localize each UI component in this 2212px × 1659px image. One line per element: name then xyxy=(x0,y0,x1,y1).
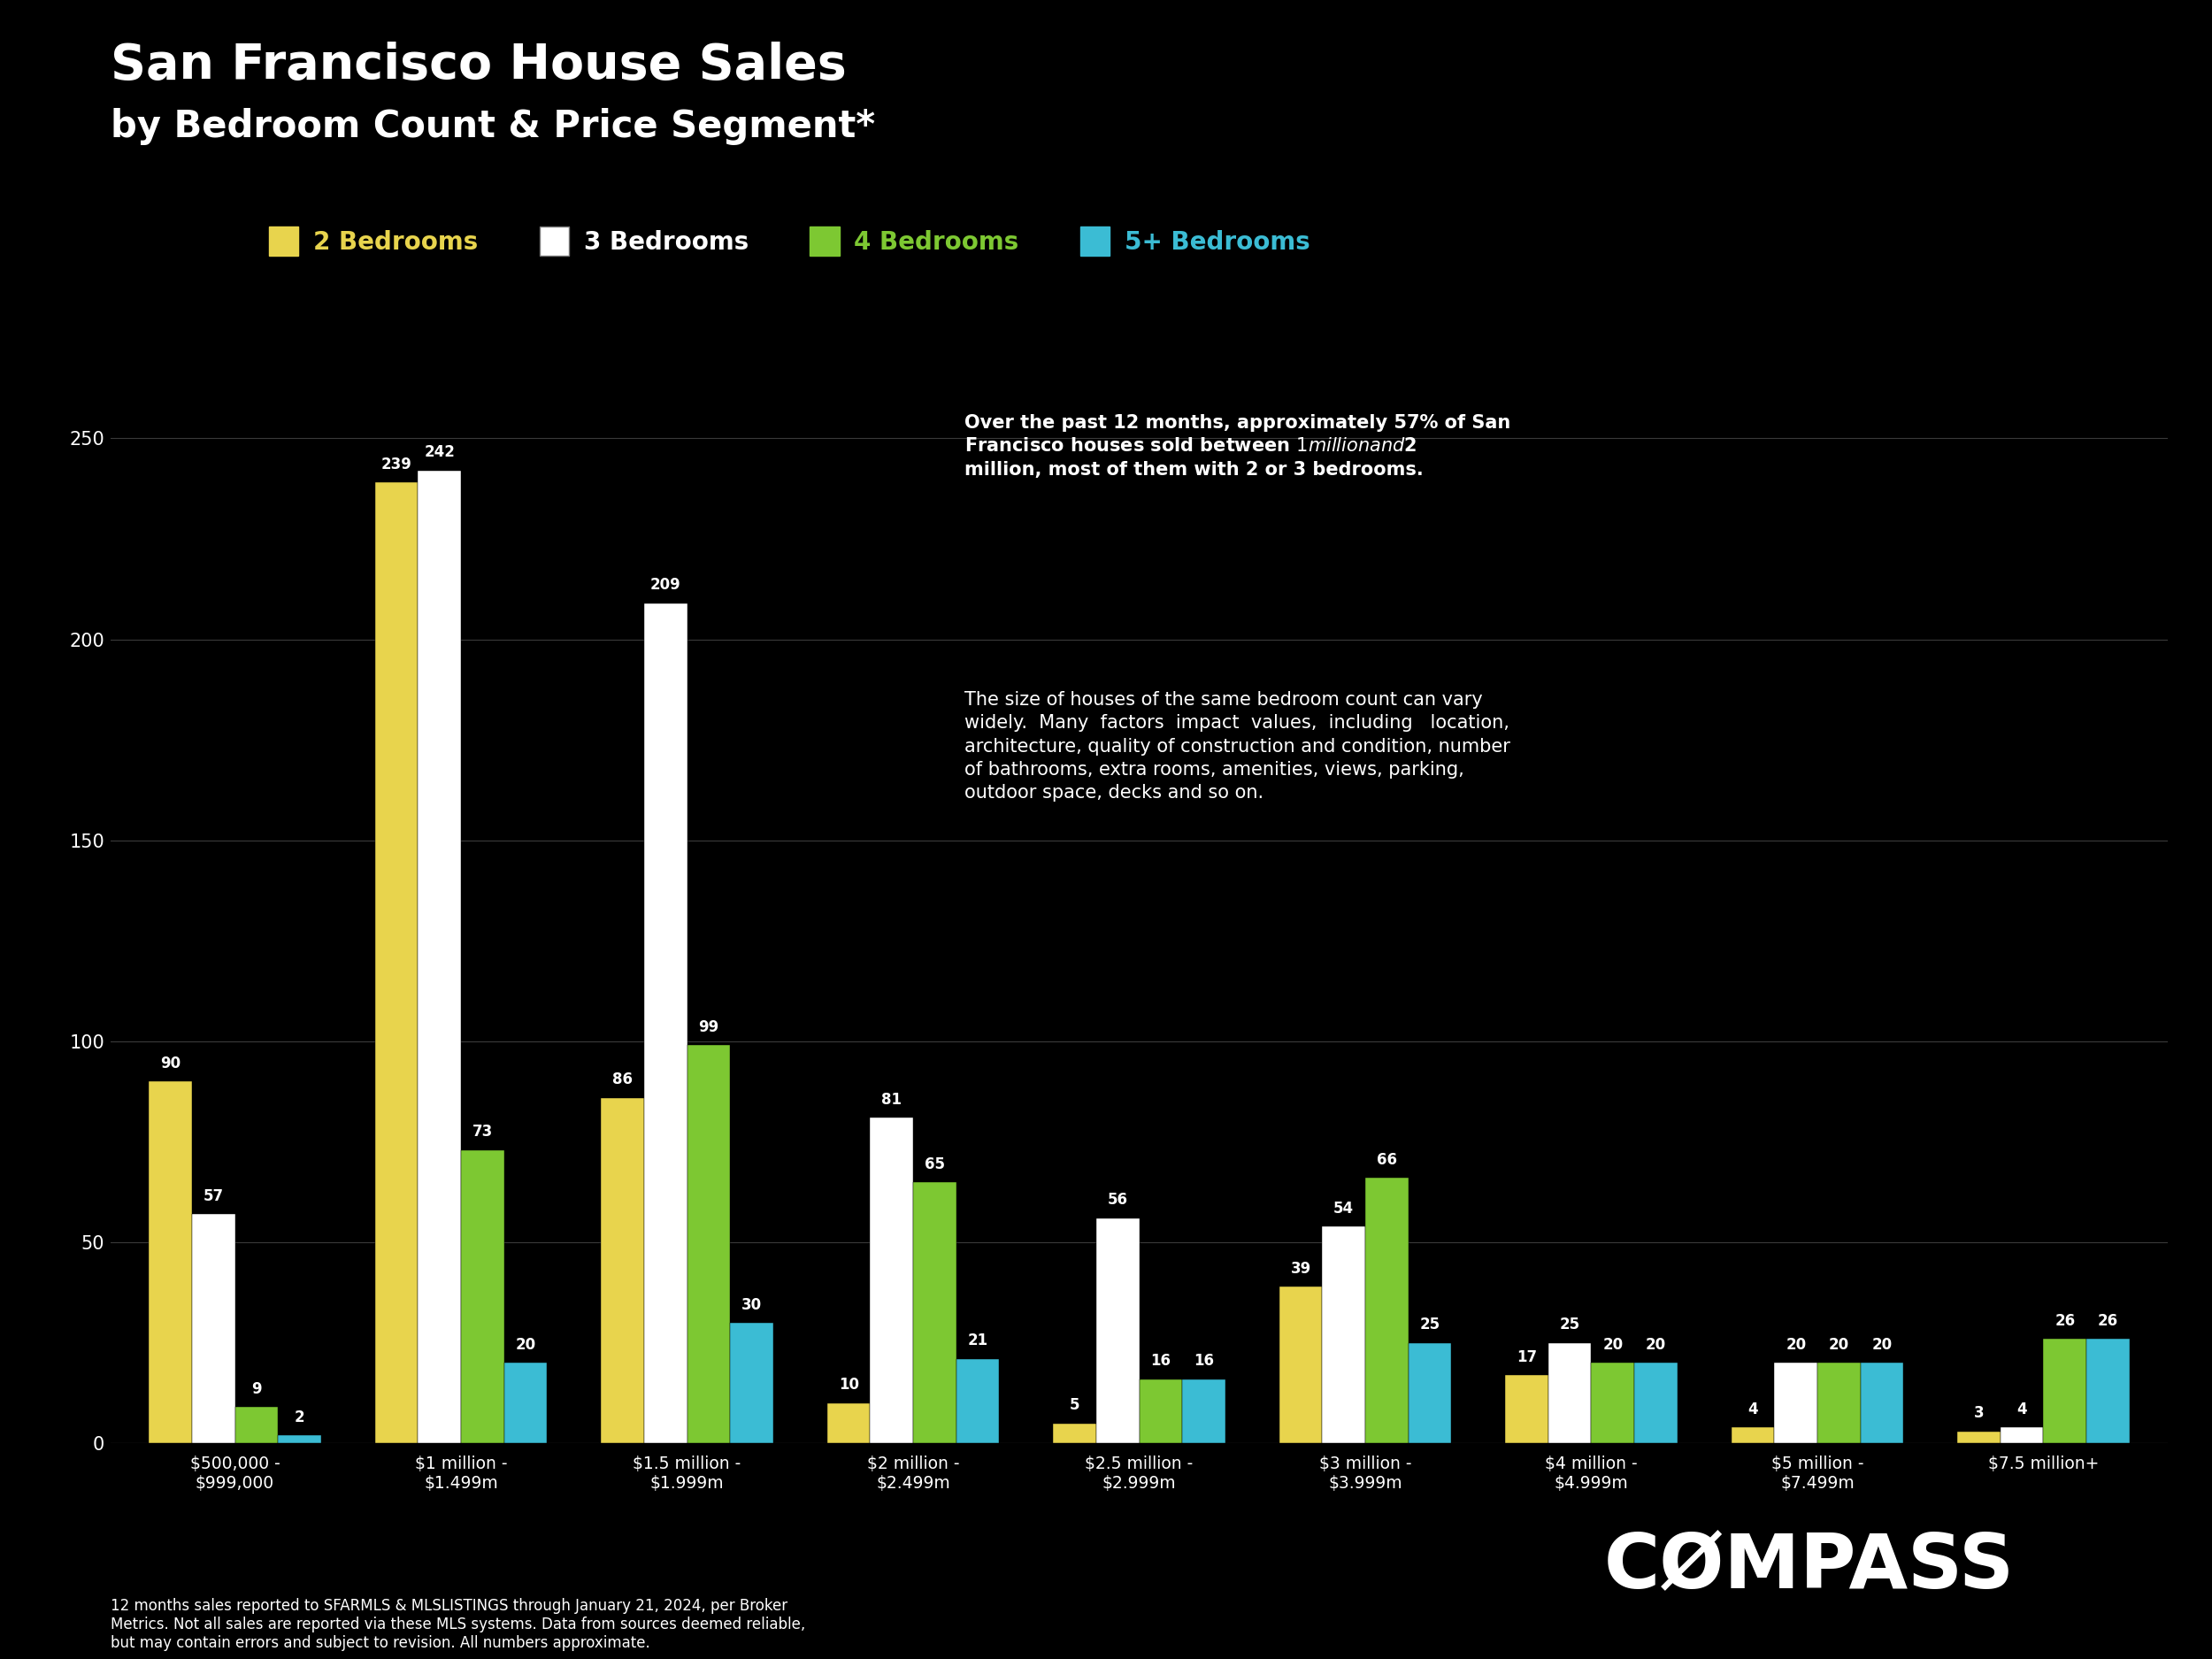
Bar xyxy=(1635,1364,1677,1443)
Bar xyxy=(1958,1432,2000,1443)
Text: by Bedroom Count & Price Segment*: by Bedroom Count & Price Segment* xyxy=(111,108,876,144)
Bar xyxy=(1279,1287,1323,1443)
Text: 21: 21 xyxy=(967,1332,989,1349)
Text: 25: 25 xyxy=(1420,1317,1440,1332)
Text: 10: 10 xyxy=(838,1377,858,1394)
Bar xyxy=(279,1435,321,1443)
Bar xyxy=(869,1118,914,1443)
Text: 9: 9 xyxy=(252,1382,261,1397)
Bar xyxy=(1548,1342,1590,1443)
Text: 5: 5 xyxy=(1071,1397,1079,1413)
Text: 56: 56 xyxy=(1108,1193,1128,1208)
Bar xyxy=(914,1181,956,1443)
Bar xyxy=(1774,1364,1818,1443)
Bar xyxy=(1365,1178,1409,1443)
Bar xyxy=(602,1098,644,1443)
Text: 39: 39 xyxy=(1290,1261,1312,1276)
Bar xyxy=(688,1045,730,1443)
Text: San Francisco House Sales: San Francisco House Sales xyxy=(111,41,847,90)
Text: 209: 209 xyxy=(650,577,681,594)
Bar xyxy=(1139,1379,1181,1443)
Bar xyxy=(1506,1375,1548,1443)
Bar xyxy=(148,1082,192,1443)
Text: 26: 26 xyxy=(2055,1312,2075,1329)
Bar xyxy=(192,1214,234,1443)
Bar xyxy=(1860,1364,1902,1443)
Bar xyxy=(1323,1226,1365,1443)
Bar xyxy=(1732,1427,1774,1443)
Bar xyxy=(376,483,418,1443)
Bar xyxy=(1097,1218,1139,1443)
Bar xyxy=(234,1407,279,1443)
Bar xyxy=(827,1404,869,1443)
Text: 20: 20 xyxy=(1871,1337,1891,1352)
Bar xyxy=(460,1150,504,1443)
Bar xyxy=(2086,1339,2130,1443)
Text: 57: 57 xyxy=(204,1188,223,1204)
Text: 20: 20 xyxy=(515,1337,535,1352)
Text: 12 months sales reported to SFARMLS & MLSLISTINGS through January 21, 2024, per : 12 months sales reported to SFARMLS & ML… xyxy=(111,1598,805,1651)
Text: 54: 54 xyxy=(1334,1199,1354,1216)
Bar xyxy=(2000,1427,2044,1443)
Bar xyxy=(504,1364,546,1443)
Bar xyxy=(1181,1379,1225,1443)
Bar xyxy=(1590,1364,1635,1443)
Text: 73: 73 xyxy=(471,1123,493,1140)
Text: 20: 20 xyxy=(1785,1337,1807,1352)
Legend: 2 Bedrooms, 3 Bedrooms, 4 Bedrooms, 5+ Bedrooms: 2 Bedrooms, 3 Bedrooms, 4 Bedrooms, 5+ B… xyxy=(259,217,1321,265)
Text: 239: 239 xyxy=(380,456,411,473)
Text: 66: 66 xyxy=(1376,1151,1398,1168)
Text: 26: 26 xyxy=(2097,1312,2119,1329)
Text: Over the past 12 months, approximately 57% of San
Francisco houses sold between : Over the past 12 months, approximately 5… xyxy=(964,413,1511,478)
Text: 81: 81 xyxy=(880,1092,902,1108)
Text: 4: 4 xyxy=(1747,1402,1759,1417)
Text: 86: 86 xyxy=(613,1072,633,1088)
Text: 2: 2 xyxy=(294,1408,305,1425)
Text: 90: 90 xyxy=(159,1055,181,1072)
Text: 99: 99 xyxy=(699,1019,719,1035)
Text: 20: 20 xyxy=(1646,1337,1666,1352)
Text: 30: 30 xyxy=(741,1297,761,1312)
Text: 25: 25 xyxy=(1559,1317,1579,1332)
Text: 3: 3 xyxy=(1973,1405,1984,1422)
Bar xyxy=(1409,1342,1451,1443)
Text: 65: 65 xyxy=(925,1156,945,1171)
Bar xyxy=(418,471,460,1443)
Bar xyxy=(2044,1339,2086,1443)
Bar xyxy=(956,1359,1000,1443)
Text: 16: 16 xyxy=(1150,1354,1170,1369)
Text: The size of houses of the same bedroom count can vary
widely.  Many  factors  im: The size of houses of the same bedroom c… xyxy=(964,690,1511,801)
Text: 4: 4 xyxy=(2017,1402,2026,1417)
Bar xyxy=(644,604,688,1443)
Bar xyxy=(1818,1364,1860,1443)
Text: 17: 17 xyxy=(1517,1349,1537,1365)
Bar xyxy=(730,1322,772,1443)
Bar xyxy=(1053,1423,1097,1443)
Text: 242: 242 xyxy=(425,445,456,461)
Text: CØMPASS: CØMPASS xyxy=(1604,1531,2015,1604)
Text: 16: 16 xyxy=(1194,1354,1214,1369)
Text: 20: 20 xyxy=(1601,1337,1624,1352)
Text: 20: 20 xyxy=(1829,1337,1849,1352)
